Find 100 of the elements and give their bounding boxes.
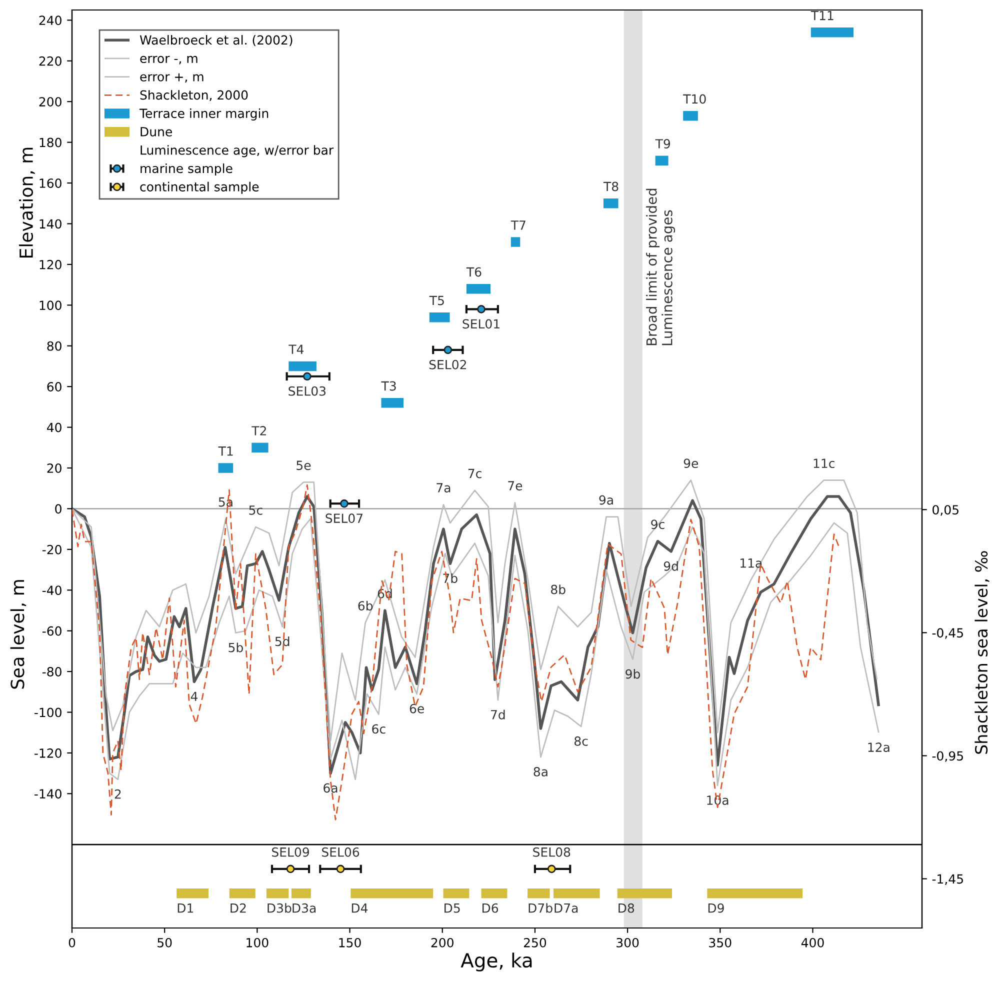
legend-label: error -, m: [140, 56, 198, 64]
annotation: 11a: [740, 558, 762, 568]
annotation: 6a: [324, 783, 338, 793]
annotation: D5: [444, 904, 460, 913]
annotation: SEL03: [288, 386, 326, 396]
annotation: T4: [288, 344, 304, 354]
x-tick-label: 0: [68, 938, 76, 948]
annotation: SEL07: [326, 514, 363, 523]
annotation: 9e: [684, 458, 698, 468]
x-axis-title: Age, ka: [460, 952, 532, 972]
y-tick-label: 100: [40, 300, 62, 310]
annotation: T10: [683, 94, 706, 104]
annotation: 11c: [814, 458, 834, 468]
annotation: 8b: [551, 584, 566, 594]
annotation: D4: [352, 904, 368, 913]
y-tick-label: 80: [47, 341, 62, 351]
x-tick-label: 350: [709, 938, 732, 948]
x-tick-label: 150: [339, 938, 361, 948]
annotation: 7e: [508, 481, 522, 490]
y-tick-label: -20: [42, 544, 62, 554]
annotation: 6c: [372, 724, 386, 734]
annotation: 6b: [358, 600, 373, 611]
annotation: 9c: [651, 520, 664, 530]
annotation: T5: [429, 296, 444, 306]
y2-tick-label: -0,45: [932, 628, 963, 639]
annotation: 5d: [275, 636, 290, 646]
annotation: D6: [482, 903, 498, 913]
annotation: 7d: [491, 710, 505, 720]
legend-label: error +, m: [140, 73, 204, 83]
y-tick-label: 240: [39, 16, 62, 26]
annotation: T3: [381, 381, 396, 391]
y2-tick-label: -0,95: [932, 751, 963, 762]
annotation: 5b: [228, 642, 243, 652]
annotation: 4: [190, 692, 198, 701]
annotation: D7a: [554, 904, 578, 913]
annotation: 2: [114, 789, 121, 799]
annotation: D2: [230, 903, 246, 913]
y-tick-label: 120: [40, 260, 62, 270]
y-tick-label: -60: [42, 626, 62, 636]
annotation: 5c: [249, 506, 262, 515]
y-tick-label: 0: [55, 504, 62, 514]
annotation: 7c: [468, 468, 482, 478]
annotation: 12a: [868, 742, 890, 752]
y-tick-label: 140: [40, 219, 62, 229]
legend-label: Waelbroeck et al. (2002): [140, 35, 292, 46]
y-tick-label: 160: [40, 178, 62, 188]
annotation: 7b: [443, 573, 458, 584]
y-tick-label: 20: [47, 463, 62, 473]
y-tick-label: -80: [42, 667, 62, 676]
y-tick-label: 200: [39, 97, 62, 107]
annotation: T2: [252, 426, 266, 436]
text: Elevation, m: [19, 148, 35, 258]
y-tick-label: -120: [34, 748, 62, 758]
annotation: SEL02: [429, 360, 466, 370]
annotation: D3b: [268, 903, 292, 913]
annotation: SEL01: [462, 319, 500, 329]
annotation: 9b: [626, 669, 640, 679]
annotation: D1: [178, 904, 194, 913]
annotation: T9: [655, 139, 670, 148]
annotation: T11: [810, 10, 834, 20]
legend-title: Luminescence age, w/error bar: [140, 145, 334, 158]
band-label: Broad limit of provided Luminescence ages: [646, 188, 676, 346]
y-tick-label: 40: [46, 422, 62, 432]
annotation: D3a: [292, 903, 316, 913]
legend-label: Terrace inner margin: [139, 108, 268, 121]
annotation: 6e: [410, 704, 424, 714]
annotation: D8: [618, 903, 634, 913]
x-tick-label: 100: [246, 938, 268, 948]
legend-label: continental sample: [140, 182, 259, 194]
x-tick-label: 400: [801, 938, 824, 948]
annotation: 9d: [664, 561, 678, 571]
x-tick-label: 50: [158, 938, 172, 948]
legend-label: Shackleton, 2000: [140, 90, 248, 102]
annotation: D7b: [528, 903, 552, 913]
annotation: T6: [466, 267, 482, 277]
y-tick-label: 60: [47, 382, 62, 392]
annotation: SEL09: [272, 847, 309, 857]
legend-label: Dune: [140, 127, 172, 136]
x-tick-label: 250: [524, 938, 546, 948]
annotation: SEL08: [533, 847, 570, 857]
annotation: T7: [510, 220, 526, 230]
annotation: T1: [218, 446, 233, 456]
y-tick-label: 180: [40, 138, 62, 148]
x-tick-label: 200: [431, 938, 454, 948]
y2-axis-title: Shackleton sea level, ‰: [974, 551, 990, 754]
y2-tick-label: -1,45: [932, 874, 963, 885]
annotation: 8a: [534, 766, 548, 776]
annotation: 8c: [574, 736, 588, 746]
annotation: 7a: [436, 483, 450, 492]
annotation: D9: [708, 903, 724, 913]
legend-label: marine sample: [140, 163, 232, 176]
y-axis-title: Sea level, m: [10, 580, 26, 689]
x-tick-label: 300: [616, 938, 639, 948]
annotation: SEL06: [322, 847, 360, 857]
annotation: T8: [603, 182, 618, 192]
y-tick-label: -140: [34, 789, 62, 799]
annotation: 9a: [599, 495, 613, 505]
y-tick-label: -100: [34, 708, 62, 718]
y2-tick-label: 0,05: [932, 505, 958, 516]
annotation: 5e: [296, 460, 311, 470]
